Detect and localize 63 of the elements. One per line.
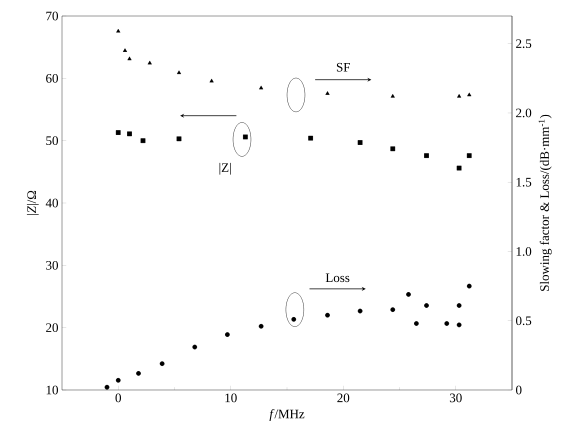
text: Loss: [326, 273, 350, 282]
point: [456, 166, 462, 170]
point: [116, 28, 120, 33]
point: [116, 378, 121, 383]
point: [140, 138, 146, 144]
x-tick-label: 0: [116, 394, 121, 402]
y-axis-title: |Z|/Ω: [26, 190, 39, 215]
point: [176, 136, 182, 142]
point: [127, 56, 132, 60]
y-tick-label: 40: [46, 198, 58, 208]
point: [466, 153, 472, 158]
point: [414, 321, 419, 326]
point: [242, 134, 248, 140]
point: [136, 370, 141, 376]
y-tick-label: 20: [46, 323, 58, 332]
y-tick-label: 10: [46, 386, 58, 394]
point: [325, 91, 330, 95]
y-tick-label: 70: [46, 12, 58, 20]
point: [456, 322, 462, 328]
point: [291, 316, 296, 322]
y2-tick-label: 1.5: [516, 178, 532, 187]
y-tick-label: 30: [46, 260, 58, 270]
y2-tick-label: 1.0: [516, 247, 532, 256]
point: [224, 332, 230, 337]
point: [160, 361, 165, 366]
point: [259, 86, 264, 90]
point: [406, 292, 411, 297]
point: [390, 146, 396, 152]
x-tick-label: 10: [225, 394, 237, 402]
y-tick-label: 60: [46, 74, 58, 83]
point: [358, 308, 363, 314]
y2-tick-label: 2.0: [516, 108, 532, 118]
point: [122, 48, 128, 52]
x-tick-label: 20: [337, 394, 350, 402]
point: [176, 70, 182, 74]
y2-tick-label: 0: [516, 386, 522, 394]
point: [258, 324, 264, 329]
point: [390, 307, 396, 312]
point: [210, 78, 214, 82]
point: [390, 94, 395, 98]
point: [192, 344, 198, 350]
point: [358, 140, 363, 145]
point: [148, 60, 152, 64]
x-tick-label: 30: [450, 394, 462, 402]
point: [467, 92, 472, 96]
point: [325, 312, 330, 318]
point: [456, 303, 462, 308]
point: [127, 131, 132, 136]
y-tick-label: 50: [46, 136, 58, 146]
x-axis-title: f/MHz: [269, 409, 304, 421]
point: [444, 321, 450, 326]
point: [466, 284, 472, 288]
point: [457, 94, 462, 98]
point: [424, 153, 429, 158]
y2-axis-title: Slowing factor & Loss/(dB·mm$^{-1}$): [538, 114, 552, 291]
point: [116, 130, 121, 135]
y2-tick-label: 0.5: [516, 316, 532, 326]
point: [104, 384, 110, 390]
y2-tick-label: 2.5: [516, 39, 532, 48]
series-label: SF: [336, 62, 350, 72]
text: |Z|: [220, 162, 231, 175]
point: [308, 136, 314, 141]
point: [424, 303, 429, 308]
